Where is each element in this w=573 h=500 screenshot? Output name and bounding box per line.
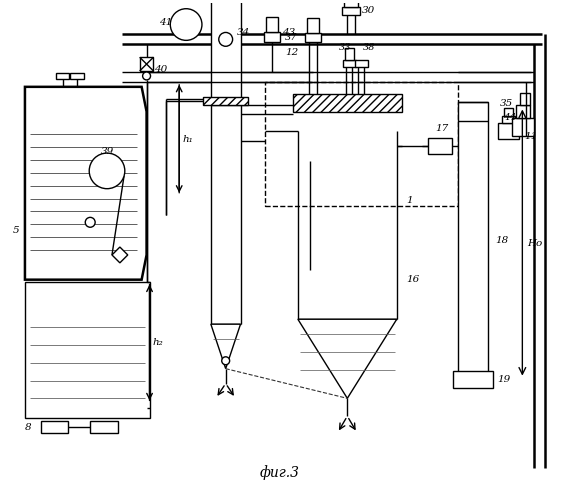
Circle shape — [143, 72, 151, 80]
Bar — [504, 108, 513, 116]
Text: Ho: Ho — [527, 238, 543, 248]
Bar — [497, 124, 519, 139]
Bar — [453, 370, 493, 388]
Text: h₁: h₁ — [182, 134, 193, 143]
Text: 33: 33 — [339, 43, 352, 52]
Bar — [41, 421, 68, 433]
Text: 37: 37 — [285, 33, 297, 42]
Text: 30: 30 — [362, 6, 375, 15]
Bar — [90, 421, 118, 433]
Text: 43: 43 — [282, 28, 295, 37]
Circle shape — [89, 153, 125, 188]
Bar — [512, 118, 534, 136]
Text: 44: 44 — [503, 113, 516, 122]
Bar — [343, 6, 360, 14]
Circle shape — [222, 357, 230, 364]
Text: 16: 16 — [407, 275, 420, 284]
Bar — [217, 57, 234, 67]
Text: 35: 35 — [500, 99, 513, 108]
Bar — [140, 57, 154, 71]
Bar — [343, 60, 356, 67]
Text: 39: 39 — [100, 146, 113, 156]
Bar — [458, 102, 488, 384]
Text: 12: 12 — [285, 48, 299, 56]
Polygon shape — [112, 247, 128, 263]
Circle shape — [170, 8, 202, 40]
Text: 18: 18 — [496, 236, 509, 244]
Bar — [203, 96, 249, 104]
Text: 34: 34 — [237, 28, 250, 37]
Text: 38: 38 — [363, 43, 376, 52]
Bar — [265, 82, 458, 206]
Text: 19: 19 — [497, 375, 511, 384]
Bar — [223, 24, 234, 30]
Bar — [25, 282, 150, 418]
Text: фиг.3: фиг.3 — [260, 465, 300, 480]
Bar — [344, 0, 358, 6]
Bar — [520, 93, 530, 104]
Bar — [305, 34, 321, 42]
Text: 1: 1 — [407, 196, 413, 205]
Bar — [429, 138, 452, 154]
Bar — [266, 16, 278, 32]
Text: 41: 41 — [159, 18, 172, 27]
Bar — [307, 18, 319, 34]
Bar — [222, 30, 236, 38]
Text: 40: 40 — [155, 64, 168, 74]
Bar — [219, 48, 233, 57]
Text: 11: 11 — [524, 132, 537, 141]
Bar — [501, 116, 516, 124]
Polygon shape — [211, 324, 241, 368]
Text: 8: 8 — [25, 422, 32, 432]
Circle shape — [85, 218, 95, 228]
Bar — [355, 60, 368, 67]
Bar — [293, 94, 402, 112]
Bar — [264, 32, 280, 42]
Bar — [70, 73, 84, 79]
Text: h₂: h₂ — [152, 338, 163, 347]
Text: 17: 17 — [435, 124, 449, 133]
Circle shape — [219, 32, 233, 46]
Bar — [516, 104, 530, 118]
Bar — [56, 73, 69, 79]
Polygon shape — [298, 319, 397, 398]
Polygon shape — [25, 87, 147, 280]
Bar — [211, 0, 241, 104]
Text: 5: 5 — [13, 226, 19, 234]
Bar — [346, 48, 354, 60]
